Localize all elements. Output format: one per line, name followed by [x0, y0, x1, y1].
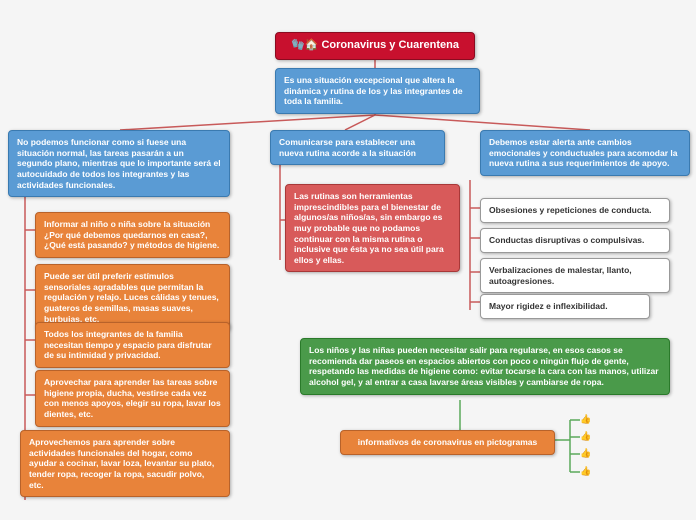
col3-item: Obsesiones y repeticiones de conducta.	[480, 198, 670, 223]
col1-item: Informar al niño o niña sobre la situaci…	[35, 212, 230, 258]
col3-item: Verbalizaciones de malestar, llanto, aut…	[480, 258, 670, 293]
col1-item: Aprovechar para aprender las tareas sobr…	[35, 370, 230, 427]
link-icon[interactable]: 👍	[580, 448, 592, 458]
link-icon[interactable]: 👍	[580, 466, 592, 476]
picto-node: informativos de coronavirus en pictogram…	[340, 430, 555, 455]
green-note: Los niños y las niñas pueden necesitar s…	[300, 338, 670, 395]
col3-item: Conductas disruptivas o compulsivas.	[480, 228, 670, 253]
col3-header: Debemos estar alerta ante cambios emocio…	[480, 130, 690, 176]
link-icon[interactable]: 👍	[580, 414, 592, 424]
col1-header: No podemos funcionar como si fuese una s…	[8, 130, 230, 197]
root-node: 🧤🏠 Coronavirus y Cuarentena	[275, 32, 475, 60]
col2-header: Comunicarse para establecer una nueva ru…	[270, 130, 445, 165]
routine-node: Las rutinas son herramientas imprescindi…	[285, 184, 460, 272]
link-icon[interactable]: 👍	[580, 431, 592, 441]
col1-item: Aprovechemos para aprender sobre activid…	[20, 430, 230, 497]
col3-item: Mayor rigidez e inflexibilidad.	[480, 294, 650, 319]
col1-item: Todos los integrantes de la familia nece…	[35, 322, 230, 368]
intro-node: Es una situación excepcional que altera …	[275, 68, 480, 114]
